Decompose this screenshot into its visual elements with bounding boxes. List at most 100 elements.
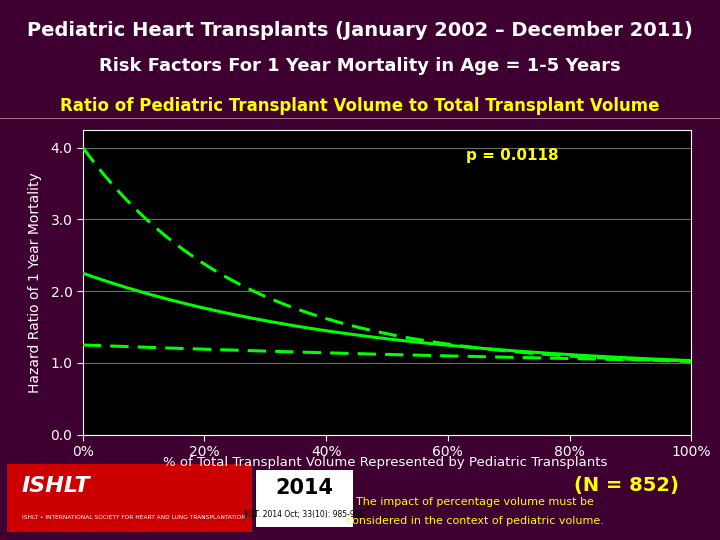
Bar [0,117,720,118]
Bar [0,117,720,118]
Text: (N = 852): (N = 852) [574,476,679,496]
Bar [0,118,720,119]
Bar [0,117,720,118]
Bar [0,117,720,118]
Bar [0,117,720,118]
Bar [0,117,720,118]
Bar [0,117,720,118]
Bar [0,117,720,119]
Bar [0,117,720,118]
Text: % of Total Transplant Volume Represented by Pediatric Transplants: % of Total Transplant Volume Represented… [163,456,608,469]
Bar [0,118,720,119]
Bar [0,117,720,118]
Bar [0,117,720,118]
Bar [0,117,720,118]
Bar [0,118,720,119]
Bar [0,117,720,118]
Bar [0,117,720,118]
Bar [0,117,720,118]
Bar [0,117,720,119]
Bar [0,117,720,118]
Bar [0,117,720,118]
Y-axis label: Hazard Ratio of 1 Year Mortality: Hazard Ratio of 1 Year Mortality [28,172,42,393]
Bar [0,117,720,118]
Bar [0,117,720,118]
Bar [0,118,720,119]
Bar [0,117,720,118]
Bar [0,117,720,118]
Bar [0,117,720,118]
Text: ISHLT: ISHLT [22,476,91,496]
Bar [0,117,720,118]
Bar [0,117,720,119]
Bar [0,117,720,119]
Bar [0,117,720,118]
Bar [0,117,720,119]
Bar [0,117,720,118]
Bar [0,117,720,118]
Bar [0,118,720,119]
Bar [0,117,720,118]
Bar [0,117,720,118]
Text: JHLT. 2014 Oct; 33(10): 985-995: JHLT. 2014 Oct; 33(10): 985-995 [243,510,365,518]
Bar [0,117,720,118]
Bar [0,117,720,119]
Bar [0,117,720,118]
Bar [0,118,720,119]
Bar [0,117,720,118]
Bar [0,117,720,118]
Bar [0,117,720,118]
Bar [0,117,720,118]
Bar [0,117,720,118]
Bar [0,117,720,118]
Bar [0,117,720,118]
Bar [0,117,720,119]
Bar [0,118,720,119]
Text: considered in the context of pediatric volume.: considered in the context of pediatric v… [346,516,604,526]
Bar [0,117,720,118]
Bar [0,117,720,118]
Bar [0,117,720,118]
Bar [0,117,720,118]
Bar [0,117,720,118]
Bar [0,117,720,118]
Bar [0,117,720,118]
Text: The impact of percentage volume must be: The impact of percentage volume must be [356,497,594,507]
Bar [0,117,720,118]
Bar [0,117,720,118]
Bar [0,117,720,118]
Bar [0,117,720,118]
Text: ISHLT • INTERNATIONAL SOCIETY FOR HEART AND LUNG TRANSPLANTATION: ISHLT • INTERNATIONAL SOCIETY FOR HEART … [22,515,246,519]
Bar [0,117,720,119]
Bar [0,117,720,118]
Bar [0,117,720,118]
Bar [0,117,720,118]
Bar [0,117,720,118]
Bar [0,117,720,118]
Bar [0,117,720,118]
Bar [0,117,720,118]
Bar [0,117,720,118]
Bar [0,117,720,118]
Bar [0,117,720,118]
Text: Risk Factors For 1 Year Mortality in Age = 1-5 Years: Risk Factors For 1 Year Mortality in Age… [99,57,621,75]
Bar [0,117,720,118]
Bar [0,117,720,118]
Bar [0,117,720,118]
Bar [0,117,720,118]
Bar [0,117,720,119]
Text: 2014: 2014 [275,478,333,498]
Bar [0,117,720,118]
Bar [0,117,720,118]
Bar [0,117,720,118]
Bar [0,117,720,118]
Bar [0,118,720,119]
Bar [0,117,720,118]
Bar [0,118,720,119]
Bar [0,118,720,119]
Bar [0,117,720,118]
Bar [0,117,720,118]
Bar [0,117,720,118]
Text: Ratio of Pediatric Transplant Volume to Total Transplant Volume: Ratio of Pediatric Transplant Volume to … [60,97,660,116]
Bar [0,117,720,118]
